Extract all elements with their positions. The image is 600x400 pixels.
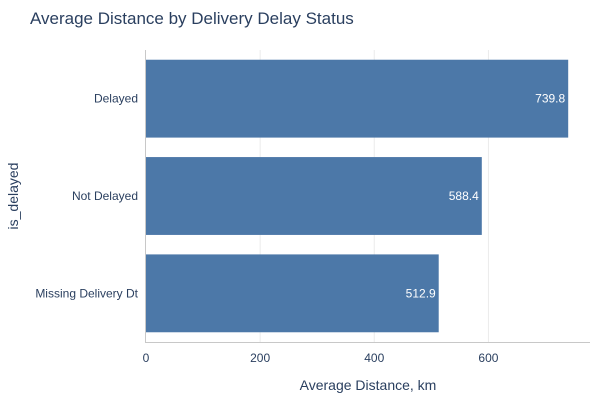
bars: 739.8 588.4 512.9 (146, 59, 569, 333)
bar-value-label: 588.4 (449, 189, 479, 203)
bar-value-label: 512.9 (406, 286, 436, 300)
bar (146, 254, 439, 333)
x-tick-label: 0 (143, 351, 150, 365)
bar (146, 157, 482, 235)
axes (145, 50, 590, 343)
y-tick-label: Missing Delivery Dt (35, 286, 138, 300)
y-tick-labels: Delayed Not Delayed Missing Delivery Dt (35, 92, 138, 301)
chart-title: Average Distance by Delivery Delay Statu… (30, 9, 354, 28)
y-tick-label: Delayed (94, 92, 138, 106)
x-axis-title: Average Distance, km (300, 377, 437, 393)
x-tick-label: 400 (364, 351, 384, 365)
x-tick-labels: 0 200 400 600 (143, 351, 499, 365)
x-tick-label: 200 (250, 351, 270, 365)
bar-value-label: 739.8 (535, 92, 565, 106)
x-tick-label: 600 (478, 351, 498, 365)
bar (146, 59, 569, 138)
y-axis-title: is_delayed (5, 163, 21, 230)
y-tick-label: Not Delayed (72, 189, 138, 203)
